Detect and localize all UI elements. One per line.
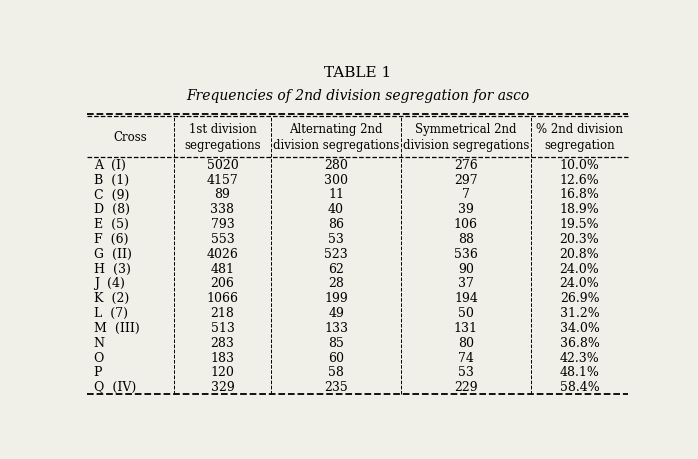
Text: J  (4): J (4) [94,277,125,290]
Text: P: P [94,366,102,379]
Text: 5020: 5020 [207,158,238,172]
Text: 26.9%: 26.9% [560,291,600,305]
Text: 131: 131 [454,321,478,334]
Text: 28: 28 [328,277,344,290]
Text: 280: 280 [324,158,348,172]
Text: 37: 37 [458,277,474,290]
Text: 199: 199 [324,291,348,305]
Text: 74: 74 [458,351,474,364]
Text: 1st division
segregations: 1st division segregations [184,123,261,152]
Text: 80: 80 [458,336,474,349]
Text: 16.8%: 16.8% [560,188,600,201]
Text: 4026: 4026 [207,247,239,260]
Text: 329: 329 [211,381,235,393]
Text: 53: 53 [458,366,474,379]
Text: K  (2): K (2) [94,291,129,305]
Text: 4157: 4157 [207,174,238,186]
Text: Frequencies of 2nd division segregation for asco: Frequencies of 2nd division segregation … [186,89,529,103]
Text: 513: 513 [211,321,235,334]
Text: 89: 89 [214,188,230,201]
Text: G  (II): G (II) [94,247,132,260]
Text: 19.5%: 19.5% [560,218,600,231]
Text: 1066: 1066 [207,291,239,305]
Text: 49: 49 [328,307,344,319]
Text: 106: 106 [454,218,478,231]
Text: 50: 50 [458,307,474,319]
Text: 86: 86 [328,218,344,231]
Text: B  (1): B (1) [94,174,129,186]
Text: 523: 523 [324,247,348,260]
Text: 24.0%: 24.0% [560,277,600,290]
Text: 42.3%: 42.3% [560,351,600,364]
Text: 276: 276 [454,158,478,172]
Text: 338: 338 [211,203,235,216]
Text: O: O [94,351,104,364]
Text: 120: 120 [211,366,235,379]
Text: 31.2%: 31.2% [560,307,600,319]
Text: 48.1%: 48.1% [560,366,600,379]
Text: 40: 40 [328,203,344,216]
Text: 36.8%: 36.8% [560,336,600,349]
Text: Alternating 2nd
division segregations: Alternating 2nd division segregations [273,123,399,152]
Text: 194: 194 [454,291,478,305]
Text: 553: 553 [211,233,235,246]
Text: 60: 60 [328,351,344,364]
Text: 88: 88 [458,233,474,246]
Text: 297: 297 [454,174,477,186]
Text: 183: 183 [211,351,235,364]
Text: 206: 206 [211,277,235,290]
Text: 58.4%: 58.4% [560,381,600,393]
Text: 85: 85 [328,336,344,349]
Text: 58: 58 [328,366,344,379]
Text: 12.6%: 12.6% [560,174,600,186]
Text: 793: 793 [211,218,235,231]
Text: M  (III): M (III) [94,321,140,334]
Text: 34.0%: 34.0% [560,321,600,334]
Text: 300: 300 [324,174,348,186]
Text: F  (6): F (6) [94,233,128,246]
Text: 20.3%: 20.3% [560,233,600,246]
Text: 235: 235 [324,381,348,393]
Text: TABLE 1: TABLE 1 [324,66,392,80]
Text: 24.0%: 24.0% [560,262,600,275]
Text: 62: 62 [328,262,344,275]
Text: A  (I): A (I) [94,158,126,172]
Text: D  (8): D (8) [94,203,130,216]
Text: 39: 39 [458,203,474,216]
Text: Q  (IV): Q (IV) [94,381,136,393]
Text: 481: 481 [211,262,235,275]
Text: 18.9%: 18.9% [560,203,600,216]
Text: 218: 218 [211,307,235,319]
Text: Symmetrical 2nd
division segregations: Symmetrical 2nd division segregations [403,123,529,152]
Text: 10.0%: 10.0% [560,158,600,172]
Text: 90: 90 [458,262,474,275]
Text: Cross: Cross [114,131,147,144]
Text: L  (7): L (7) [94,307,128,319]
Text: C  (9): C (9) [94,188,129,201]
Text: 229: 229 [454,381,477,393]
Text: 7: 7 [462,188,470,201]
Text: 53: 53 [328,233,344,246]
Text: N: N [94,336,105,349]
Text: 20.8%: 20.8% [560,247,600,260]
Text: H  (3): H (3) [94,262,131,275]
Text: 11: 11 [328,188,344,201]
Text: 133: 133 [324,321,348,334]
Text: % 2nd division
segregation: % 2nd division segregation [536,123,623,152]
Text: 283: 283 [211,336,235,349]
Text: E  (5): E (5) [94,218,128,231]
Text: 536: 536 [454,247,478,260]
